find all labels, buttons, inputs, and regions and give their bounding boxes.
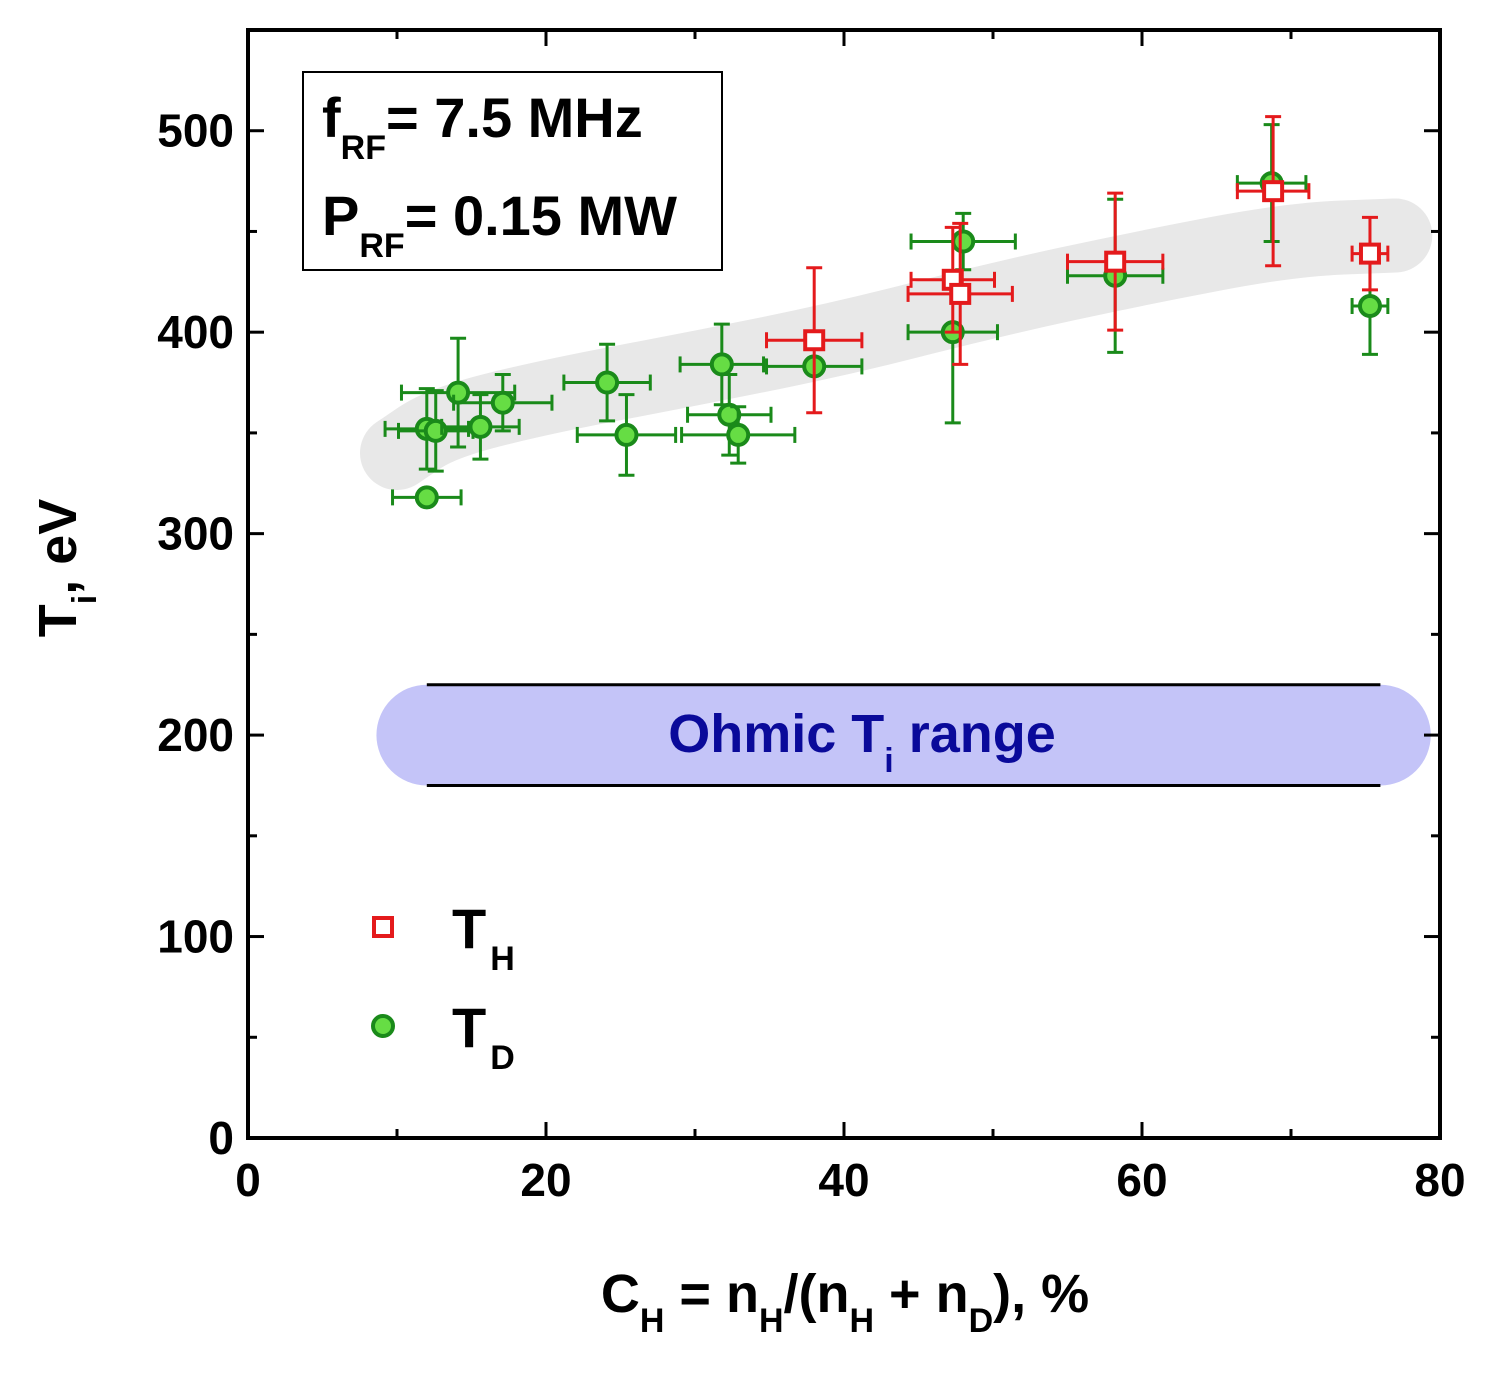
th-point [1104, 250, 1127, 273]
legend-marker-th [372, 916, 394, 938]
x-axis-title: CH = nH/(nH + nD), % [601, 1264, 1089, 1340]
td-point [726, 422, 751, 447]
legend-marker-td [371, 1014, 395, 1038]
td-point-group [575, 393, 678, 477]
y-tick-label: 300 [157, 508, 234, 560]
td-point-group [440, 393, 521, 461]
annotation-box-border [302, 71, 723, 271]
x-tick-label: 20 [520, 1154, 571, 1206]
td-point [414, 485, 439, 510]
x-tick-label: 80 [1414, 1154, 1465, 1206]
annotation-box: fRF= 7.5 MHz PRF= 0.15 MW [302, 71, 723, 271]
th-point-group [909, 225, 996, 334]
th-point-group [1066, 191, 1165, 332]
ohmic-band-label: Ohmic Ti range [668, 704, 1056, 780]
axes: 0 20 40 60 80 0 100 200 300 400 500 [157, 28, 1466, 1206]
td-point [490, 390, 515, 415]
y-tick-label: 0 [208, 1112, 234, 1164]
td-point [951, 229, 976, 254]
trend-band [360, 198, 1433, 491]
td-point-group [391, 485, 463, 510]
td-point [468, 414, 493, 439]
td-point-group [680, 405, 797, 465]
th-point-group [1350, 215, 1390, 292]
td-point-group [678, 322, 766, 407]
y-tick-label: 500 [157, 105, 234, 157]
td-point-group [562, 342, 652, 423]
td-point [446, 380, 471, 405]
x-tick-label: 60 [1116, 1154, 1167, 1206]
th-point [803, 329, 826, 352]
y-tick-label: 200 [157, 709, 234, 761]
annotation-line-2: PRF= 0.15 MW [322, 184, 677, 265]
td-point [595, 370, 620, 395]
td-point-group [452, 372, 554, 433]
y-axis-title: Ti, eV [28, 499, 104, 638]
th-point [1262, 180, 1285, 203]
td-point-group [399, 336, 517, 449]
th-point [1358, 242, 1381, 265]
th-point-group [1235, 115, 1311, 268]
ohmic-band [376, 684, 1431, 786]
th-point-group [906, 221, 1014, 366]
background-bands [360, 198, 1433, 787]
y-tick-label: 100 [157, 911, 234, 963]
x-tick-label: 0 [235, 1154, 261, 1206]
td-point-group [396, 389, 475, 473]
th-point [949, 282, 972, 305]
td-point [614, 422, 639, 447]
td-point [1357, 293, 1382, 318]
y-tick-label: 400 [157, 306, 234, 358]
annotation-line-1: fRF= 7.5 MHz [322, 86, 643, 167]
td-point-group [1350, 256, 1390, 356]
td-point [709, 352, 734, 377]
x-tick-label: 40 [818, 1154, 869, 1206]
data-points [383, 115, 1390, 510]
th-point-group [765, 266, 864, 415]
